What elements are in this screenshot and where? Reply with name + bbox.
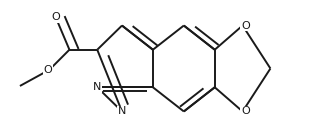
Text: N: N — [118, 106, 126, 116]
Text: O: O — [241, 106, 250, 116]
Text: O: O — [51, 12, 60, 22]
Text: O: O — [43, 65, 52, 75]
Text: O: O — [241, 21, 250, 31]
Text: N: N — [93, 82, 101, 92]
